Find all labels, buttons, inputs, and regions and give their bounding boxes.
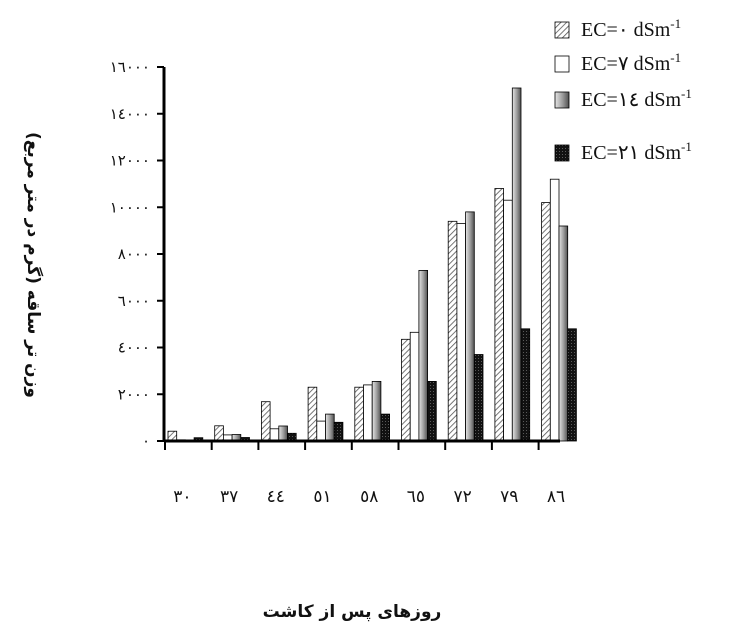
legend-swatch-4: [554, 144, 570, 162]
bar-series-1-cat-6: [401, 338, 411, 442]
plot-area: ۰ ۲۰۰۰ ٤۰۰۰ ٦۰۰۰ ۸۰۰۰ ۱۰۰۰۰ ۱۲۰۰۰ ۱٤۰۰۰ ۱٦۰۰۰ ۳۰ ۳…: [110, 58, 577, 507]
bar-series-3-cat-8: [511, 87, 522, 442]
y-axis-title: وزن تر ساقه (گرم در متر مربع): [23, 132, 44, 398]
y-tick-label: ۲۰۰۰: [118, 385, 150, 403]
bar-series-2-cat-9: [549, 178, 560, 442]
bar-series-4-cat-5: [380, 413, 390, 442]
x-tick-label: ۸٦: [547, 487, 565, 507]
bar-series-4-cat-8: [520, 328, 531, 442]
x-tick-label: ٦٥: [407, 487, 425, 507]
bar-series-1-cat-3: [260, 401, 271, 442]
bar-series-3-cat-5: [371, 380, 382, 442]
x-tick-label: ٥۱: [313, 487, 331, 507]
bar-series-1-cat-2: [214, 425, 224, 442]
bar-series-2-cat-3: [269, 428, 280, 442]
y-tick-label: ۰: [142, 432, 150, 450]
bar-series-2-cat-6: [409, 331, 420, 442]
legend-swatch-2: [554, 55, 570, 73]
legend-swatch-1: [554, 21, 570, 39]
x-tick-label: ٥۸: [360, 487, 378, 507]
bar-series-4-cat-7: [473, 354, 484, 442]
legend: EC=۰ dSm-1 EC=۷ dSm-1 EC=۱٤ dSm-1 EC=۲۱ dSm…: [554, 16, 692, 164]
bar-series-1-cat-7: [447, 220, 458, 442]
bar-series-2-cat-5: [363, 384, 373, 442]
y-tick-label: ۸۰۰۰: [118, 245, 150, 263]
bar-series-4-cat-6: [427, 380, 437, 442]
bar-series-3-cat-9: [558, 225, 569, 442]
bar-series-3-cat-7: [465, 211, 475, 442]
y-tick-label: ۱٤۰۰۰: [110, 105, 150, 123]
x-tick-label: ۷۹: [500, 487, 518, 507]
bar-series-2-cat-7: [456, 223, 466, 442]
bar-series-1-cat-5: [354, 386, 364, 442]
bar-series-3-cat-3: [278, 425, 288, 442]
bar-series-2-cat-8: [503, 199, 513, 442]
bar-series-1-cat-8: [494, 188, 504, 442]
y-tick-label: ٦۰۰۰: [118, 292, 150, 310]
x-tick-label: ۳۰: [173, 487, 191, 507]
bar-series-3-cat-6: [418, 269, 428, 442]
bar-series-1-cat-4: [307, 386, 318, 442]
legend-label-3: EC=۱٤ dSm-1: [581, 86, 692, 111]
y-tick-label: ٤۰۰۰: [118, 339, 150, 357]
bar-series-2-cat-4: [316, 420, 326, 442]
bar-series-4-cat-4: [333, 421, 344, 442]
y-tick-label: ۱۲۰۰۰: [110, 152, 150, 170]
bar-series-3-cat-4: [325, 413, 335, 442]
x-tick-label: ۷۲: [453, 487, 471, 507]
legend-label-4: EC=۲۱ dSm-1: [581, 139, 692, 164]
y-tick-label: ۱۰۰۰۰: [110, 198, 150, 216]
x-axis-title: روزهای پس از کاشت: [263, 602, 442, 622]
legend-label-2: EC=۷ dSm-1: [581, 50, 681, 75]
legend-label-1: EC=۰ dSm-1: [581, 16, 681, 41]
y-tick-label: ۱٦۰۰۰: [110, 58, 150, 76]
x-tick-label: ۳۷: [220, 487, 238, 507]
x-tick-label: ٤٤: [267, 487, 285, 507]
bar-series-1-cat-9: [541, 202, 551, 442]
bar-series-4-cat-9: [567, 328, 577, 442]
legend-swatch-3: [554, 91, 570, 109]
